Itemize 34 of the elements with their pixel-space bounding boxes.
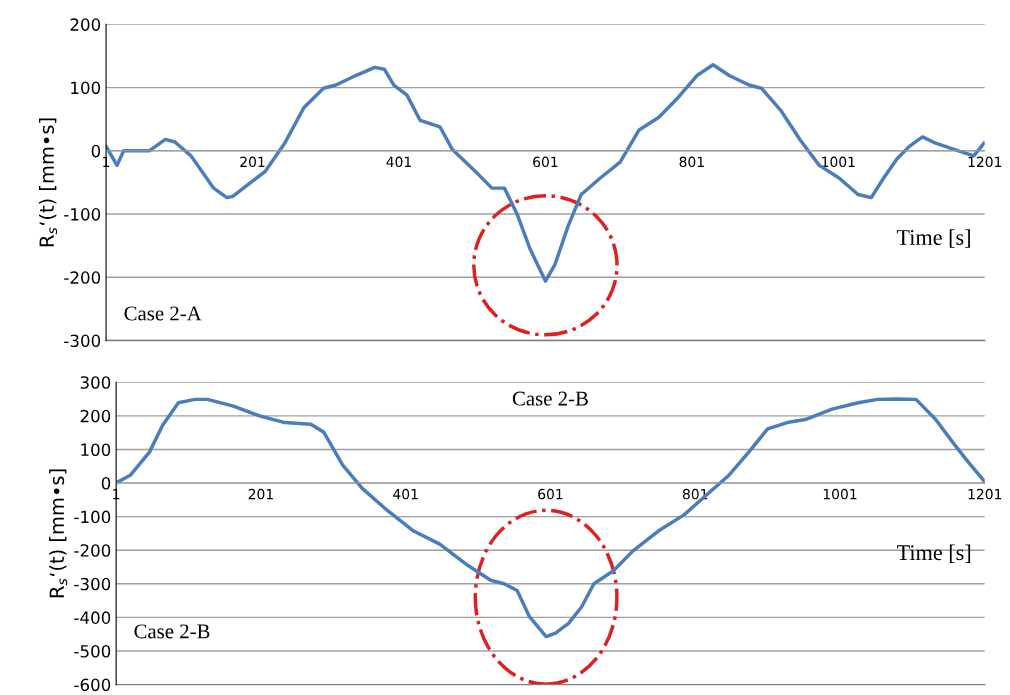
x-tick-label: 201 <box>248 488 273 500</box>
x-tick-label: 1001 <box>823 488 857 500</box>
x-tick-label: 201 <box>240 156 265 168</box>
x-axis-title: Time [s] <box>897 544 971 563</box>
y-tick-label: -500 <box>74 644 111 658</box>
y-axis-title: R$_{s}$‘(t) [mm•s] <box>38 118 58 247</box>
y-tick-label: -400 <box>74 611 111 624</box>
y-tick-label: -100 <box>74 510 111 524</box>
y-tick-label: -200 <box>64 271 101 284</box>
y-tick-label: 0 <box>101 476 111 490</box>
y-tick-label: 200 <box>70 18 101 31</box>
annotation: Case 2-B <box>134 624 210 639</box>
x-tick-label: 1201 <box>968 156 1002 168</box>
x-axis-title: Time [s] <box>896 229 970 248</box>
x-tick-label: 601 <box>538 488 563 500</box>
y-tick-label: -300 <box>74 577 111 591</box>
annotation: Case 2-B <box>512 391 588 406</box>
x-tick-label: 801 <box>679 156 704 168</box>
y-tick-label: 0 <box>91 144 101 158</box>
x-tick-label: 601 <box>533 156 558 168</box>
y-axis-title: R$_{s}$‘(t) [mm•s] <box>49 469 68 598</box>
x-tick-label: 1201 <box>968 488 1002 500</box>
y-tick-label: 200 <box>80 409 111 423</box>
y-tick-label: -100 <box>64 208 101 221</box>
y-tick-label: -600 <box>74 678 111 692</box>
x-tick-label: 401 <box>386 156 411 168</box>
y-tick-label: -300 <box>64 334 101 348</box>
x-tick-label: 401 <box>393 488 418 500</box>
y-tick-label: 100 <box>81 443 111 456</box>
x-tick-label: 1001 <box>822 156 855 168</box>
y-tick-label: 300 <box>80 376 111 389</box>
annotation: Case 2-A <box>124 306 202 321</box>
y-tick-label: -200 <box>74 544 111 557</box>
y-tick-label: 100 <box>71 81 101 95</box>
